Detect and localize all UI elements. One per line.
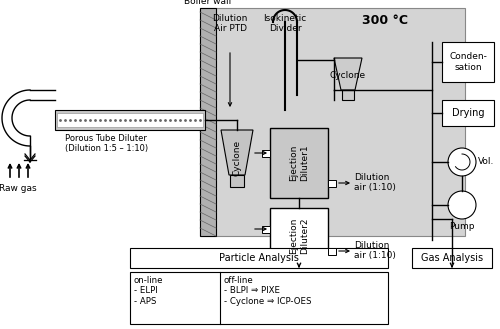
Text: Gas Analysis: Gas Analysis [421, 253, 483, 263]
Text: Porous Tube Diluter
(Dilution 1:5 – 1:10): Porous Tube Diluter (Dilution 1:5 – 1:10… [65, 134, 148, 153]
Text: 300 °C: 300 °C [362, 14, 408, 27]
Text: Raw gas: Raw gas [0, 184, 37, 193]
Text: Dilution
air (1:10): Dilution air (1:10) [354, 241, 396, 260]
Circle shape [448, 191, 476, 219]
Text: Cyclone: Cyclone [232, 140, 241, 176]
Bar [262, 150, 270, 157]
Bar [442, 42, 494, 82]
Text: Cyclone: Cyclone [330, 70, 366, 80]
Polygon shape [221, 130, 253, 175]
Text: Isokinetic
Divider: Isokinetic Divider [264, 14, 306, 34]
Text: Vol.: Vol. [478, 158, 494, 166]
Bar [130, 272, 388, 324]
Text: Particle Analysis: Particle Analysis [219, 253, 299, 263]
Text: Boiler wall: Boiler wall [184, 0, 232, 6]
Text: on-line
- ELPI
- APS: on-line - ELPI - APS [134, 276, 164, 306]
Bar [328, 248, 336, 255]
Bar [270, 128, 328, 198]
Bar [230, 175, 244, 187]
Bar [262, 226, 270, 233]
Text: Dilution
Air PTD: Dilution Air PTD [212, 14, 248, 34]
Polygon shape [334, 58, 362, 90]
Bar [200, 8, 216, 236]
Text: off-line
- BLPI ⇒ PIXE
- Cyclone ⇒ ICP-OES: off-line - BLPI ⇒ PIXE - Cyclone ⇒ ICP-O… [224, 276, 312, 306]
Bar [200, 8, 465, 236]
Circle shape [448, 148, 476, 176]
Text: Ejection
Diluter2: Ejection Diluter2 [290, 217, 308, 254]
Bar [57, 113, 203, 127]
Bar [328, 180, 336, 187]
Bar [412, 248, 492, 268]
Text: Drying: Drying [452, 108, 484, 118]
Bar [342, 90, 354, 100]
Text: Ejection
Diluter1: Ejection Diluter1 [290, 145, 308, 181]
Text: Pump: Pump [449, 222, 475, 231]
Bar [130, 248, 388, 268]
Bar [442, 100, 494, 126]
Text: Dilution
air (1:10): Dilution air (1:10) [354, 173, 396, 192]
Bar [55, 110, 205, 130]
Text: Conden-
sation: Conden- sation [449, 52, 487, 72]
Bar [270, 208, 328, 263]
